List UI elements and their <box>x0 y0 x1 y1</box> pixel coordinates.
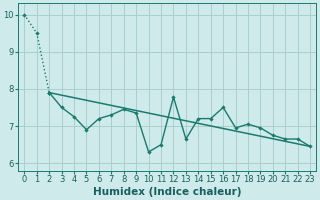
X-axis label: Humidex (Indice chaleur): Humidex (Indice chaleur) <box>93 187 242 197</box>
